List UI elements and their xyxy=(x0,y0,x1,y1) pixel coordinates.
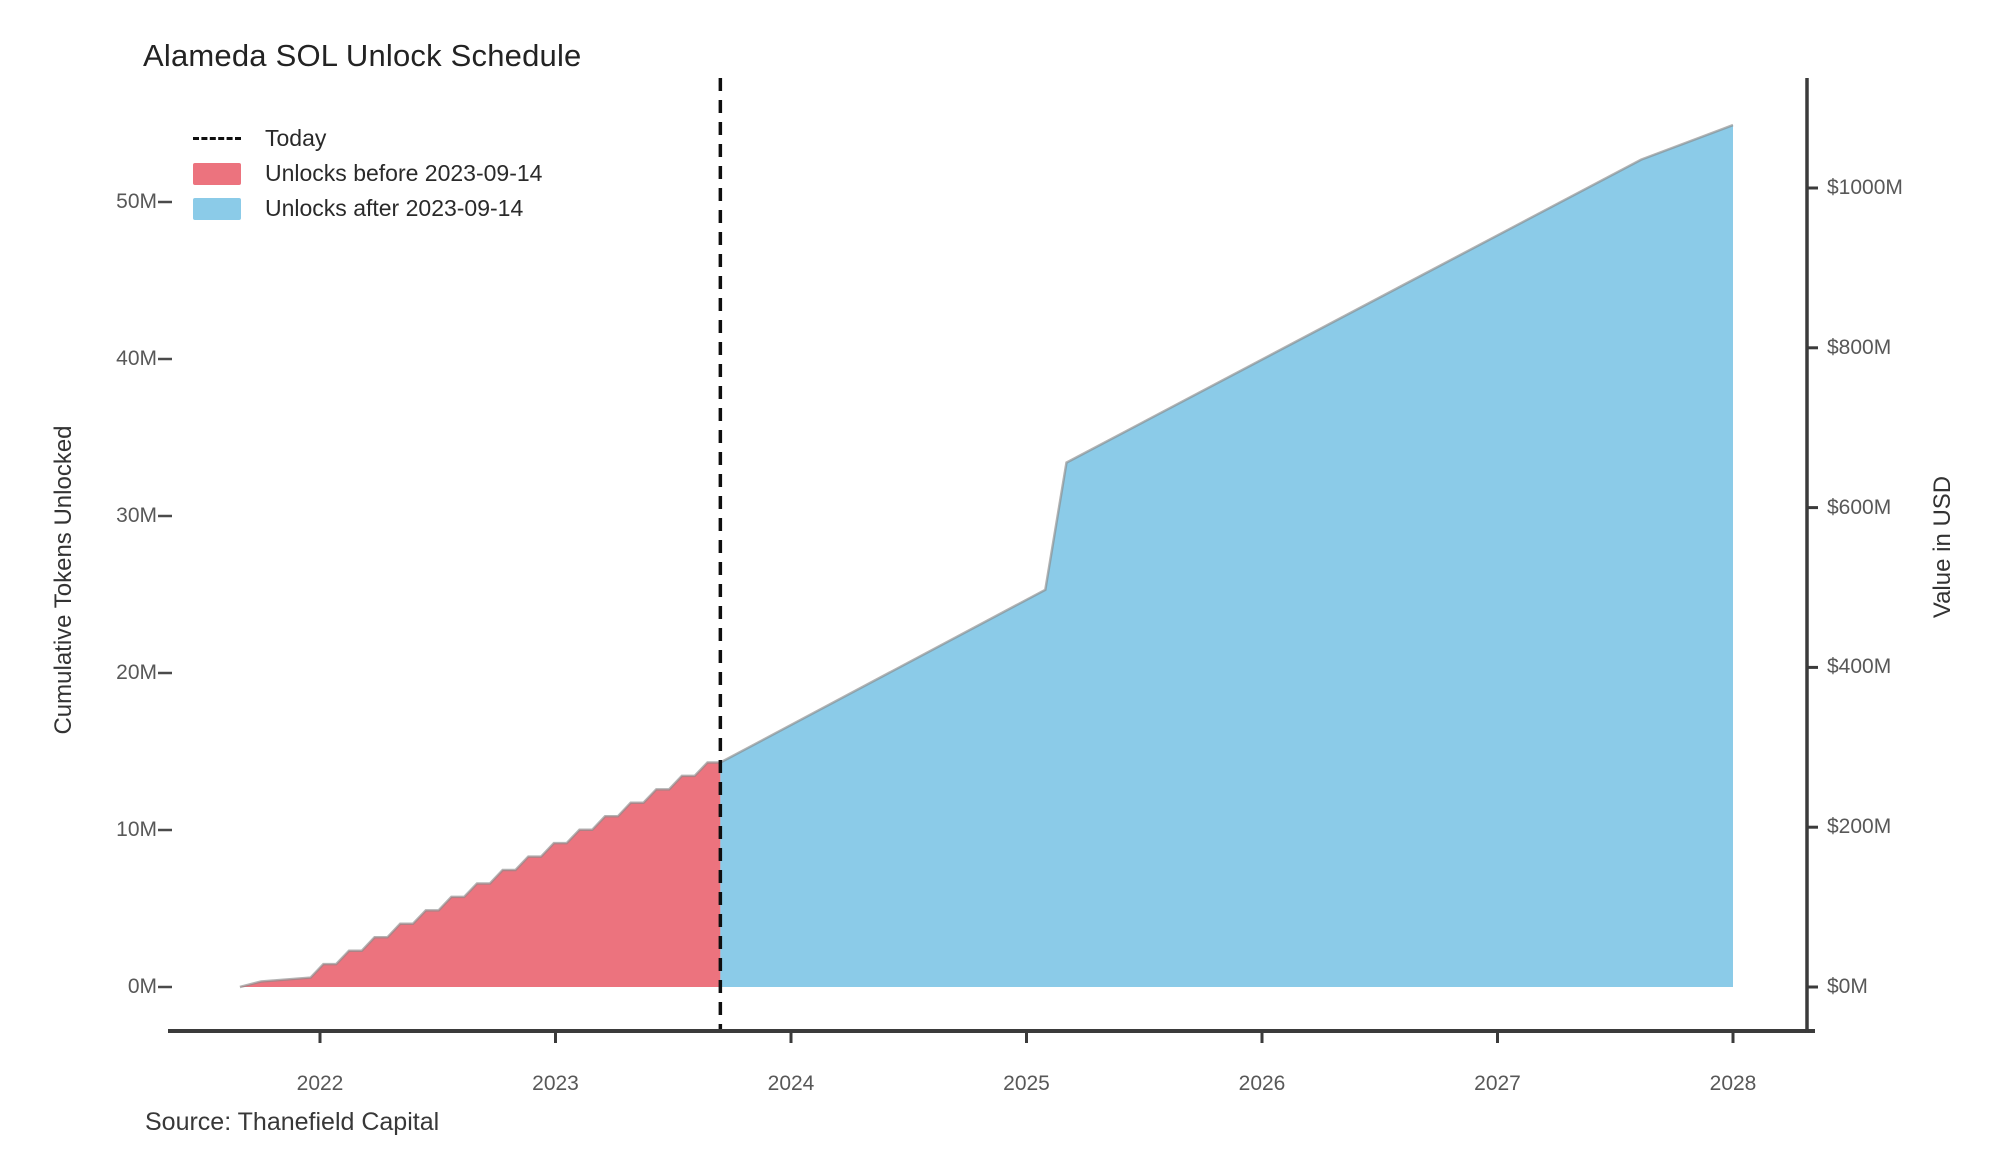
right-axis-title: Value in USD xyxy=(1929,475,1956,619)
right-tick-label: $200M xyxy=(1827,815,1892,839)
source-note: Source: Thanefield Capital xyxy=(145,1108,440,1136)
today-dashed-line-swatch xyxy=(193,137,241,140)
right-tick-label: $800M xyxy=(1827,335,1892,359)
right-tick-label: $400M xyxy=(1827,655,1892,679)
right-tick-label: $600M xyxy=(1827,495,1892,519)
unlocks-after-swatch xyxy=(193,197,241,220)
left-tick-label: 0M xyxy=(127,975,157,998)
unlocks-before-swatch xyxy=(193,162,241,185)
x-tick-label: 2025 xyxy=(1003,1072,1050,1095)
left-tick-label: 30M xyxy=(116,504,157,527)
x-tick-label: 2028 xyxy=(1709,1072,1757,1095)
left-tick-label: 10M xyxy=(116,818,157,841)
left-tick-label: 50M xyxy=(116,190,157,213)
left-tick-label: 40M xyxy=(116,347,157,370)
area-unlocks-after xyxy=(720,125,1733,988)
legend: Today Unlocks before 2023-09-14 Unlocks … xyxy=(193,121,542,226)
x-tick-label: 2027 xyxy=(1474,1072,1521,1095)
chart-title: Alameda SOL Unlock Schedule xyxy=(143,38,582,73)
legend-label-unlocks-before: Unlocks before 2023-09-14 xyxy=(265,160,543,186)
legend-label-today: Today xyxy=(265,125,327,151)
legend-item-today: Today xyxy=(193,121,542,156)
cumulative-unlock-edge-line xyxy=(239,123,1734,989)
legend-item-unlocks-after: Unlocks after 2023-09-14 xyxy=(193,191,542,226)
x-tick-label: 2026 xyxy=(1238,1072,1286,1095)
legend-label-unlocks-after: Unlocks after 2023-09-14 xyxy=(265,195,524,221)
area-unlocks-before xyxy=(239,762,721,987)
right-tick-label: $0M xyxy=(1827,975,1868,998)
left-tick-label: 20M xyxy=(116,661,157,684)
x-tick-label: 2022 xyxy=(296,1072,344,1095)
left-axis-title: Cumulative Tokens Unlocked xyxy=(50,425,77,735)
right-tick-label: $1000M xyxy=(1827,176,1903,199)
legend-item-unlocks-before: Unlocks before 2023-09-14 xyxy=(193,156,542,191)
x-tick-label: 2023 xyxy=(532,1072,579,1095)
x-tick-label: 2024 xyxy=(767,1072,815,1095)
